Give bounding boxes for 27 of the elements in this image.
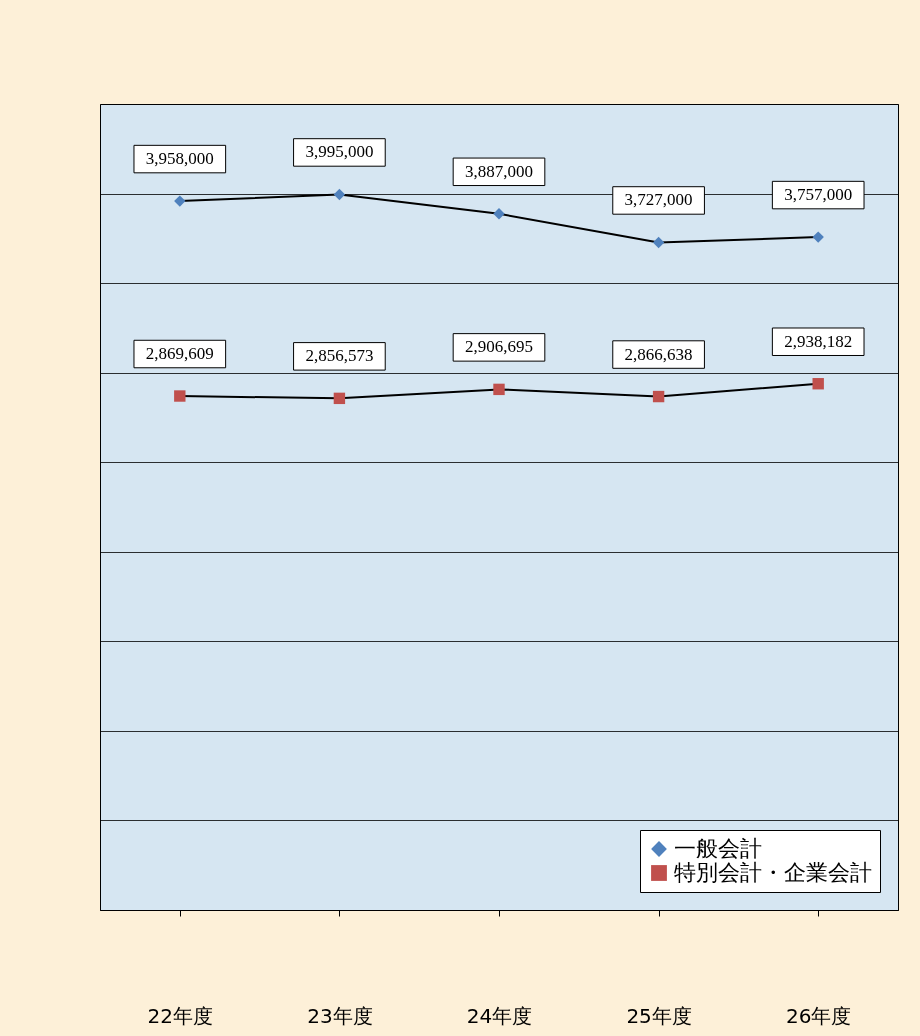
point [812, 378, 824, 390]
point [174, 390, 186, 402]
x-tick-label: 22年度 [147, 1003, 214, 1028]
x-tick-label: 24年度 [466, 1003, 533, 1028]
data-label: 2,906,695 [465, 337, 533, 357]
point [333, 392, 346, 405]
legend-label: 特別会計・企業会計 [674, 860, 872, 885]
data-label: 3,887,000 [465, 161, 533, 181]
data-label: 3,995,000 [305, 142, 374, 162]
point [652, 236, 665, 249]
x-tick-label: 25年度 [626, 1003, 692, 1028]
data-label: 3,757,000 [784, 185, 853, 205]
data-label: 2,856,573 [305, 346, 374, 366]
data-label: 3,727,000 [624, 190, 693, 210]
data-label: 3,958,000 [145, 149, 214, 169]
data-label: 2,866,638 [624, 344, 693, 364]
point [652, 390, 665, 403]
point [493, 383, 505, 396]
point [174, 195, 186, 207]
legend-label: 一般会計 [674, 836, 762, 861]
data-label: 2,938,182 [784, 331, 853, 351]
point [812, 231, 824, 243]
point [493, 208, 505, 220]
data-label: 2,869,609 [145, 344, 214, 364]
x-tick-label: 23年度 [307, 1003, 373, 1028]
point [333, 188, 346, 201]
x-tick-label: 26年度 [785, 1003, 852, 1028]
